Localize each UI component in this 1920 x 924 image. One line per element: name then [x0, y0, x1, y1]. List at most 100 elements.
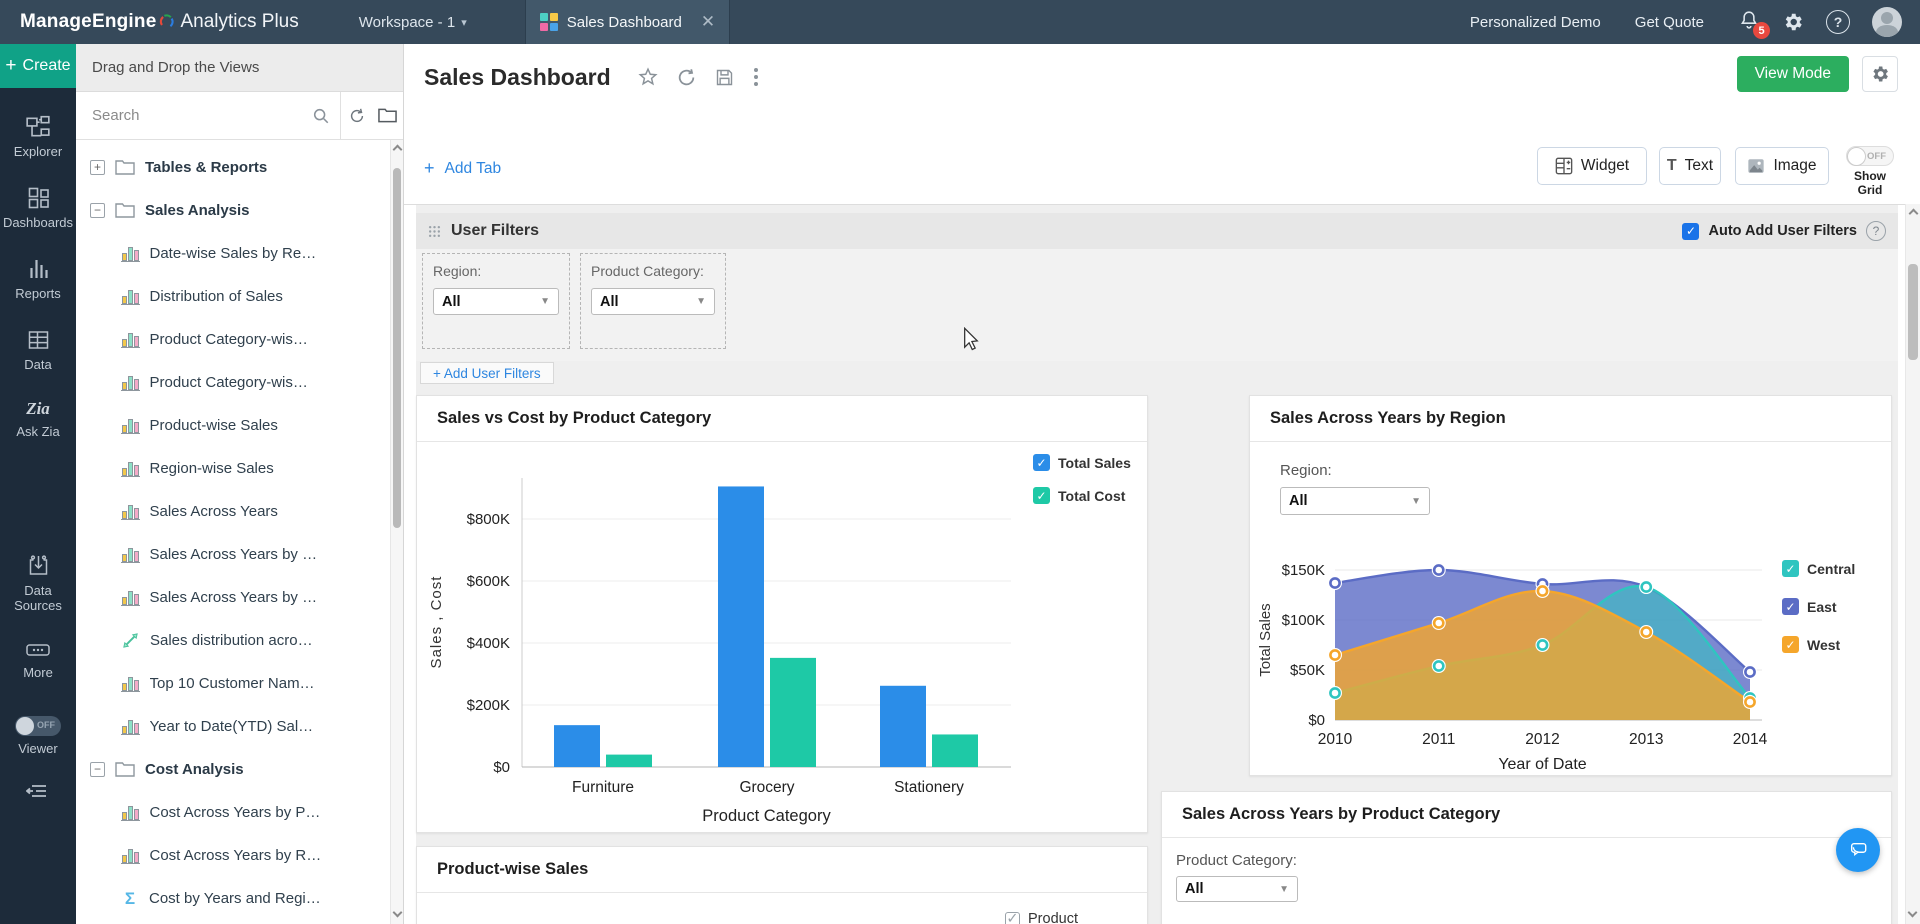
support-chat-button[interactable]: [1836, 828, 1880, 872]
bar-stationery-total-cost[interactable]: [932, 734, 978, 767]
tree-item[interactable]: Product Category-wis…: [76, 318, 403, 361]
sidebar-item-reports[interactable]: Reports: [0, 257, 76, 301]
user-avatar[interactable]: [1872, 7, 1902, 37]
legend-checkbox[interactable]: ✓: [1005, 912, 1020, 924]
tree-item[interactable]: Cost Across Years by P…: [76, 791, 403, 834]
point-east-2011[interactable]: [1434, 565, 1443, 574]
tree-item[interactable]: Sales Across Years by …: [76, 533, 403, 576]
region-filter-select[interactable]: All ▼: [1280, 487, 1430, 515]
settings-button[interactable]: [1782, 11, 1804, 33]
notifications-button[interactable]: 5: [1738, 9, 1760, 35]
more-options-icon[interactable]: [752, 66, 760, 88]
legend-item[interactable]: ✓Total Cost: [1033, 487, 1126, 504]
tree-item[interactable]: Product Category-wis…: [76, 361, 403, 404]
bar-stationery-total-sales[interactable]: [880, 686, 926, 767]
expand-icon[interactable]: +: [90, 160, 105, 175]
tree-item[interactable]: Distribution of Sales: [76, 275, 403, 318]
point-east-2014[interactable]: [1745, 667, 1754, 676]
viewer-toggle[interactable]: OFF: [15, 716, 61, 736]
sidebar-item-more[interactable]: More: [0, 640, 76, 680]
bar-furniture-total-cost[interactable]: [606, 755, 652, 767]
personalized-demo-link[interactable]: Personalized Demo: [1470, 14, 1601, 31]
workspace-selector[interactable]: Workspace - 1 ▾: [359, 14, 467, 31]
tree-item[interactable]: Sales distribution acro…: [76, 619, 403, 662]
product-category-filter-select[interactable]: All ▼: [591, 288, 715, 315]
y-tick-label: $0: [493, 759, 510, 776]
favorite-star-icon[interactable]: [637, 66, 659, 88]
sidebar-item-data-sources[interactable]: Data Sources: [0, 554, 76, 613]
collapse-sidebar-button[interactable]: [26, 782, 50, 805]
sidebar-item-ask-zia[interactable]: ZiaAsk Zia: [0, 399, 76, 439]
tree-folder[interactable]: +Tables & Reports: [76, 146, 403, 189]
tab-sales-dashboard[interactable]: Sales Dashboard ✕: [525, 0, 730, 44]
card-title[interactable]: Sales vs Cost by Product Category: [417, 396, 1147, 442]
text-button[interactable]: T Text: [1659, 147, 1721, 185]
tree-item[interactable]: Sales Across Years: [76, 490, 403, 533]
tree-item[interactable]: Cost Across Years by R…: [76, 834, 403, 877]
refresh-icon[interactable]: [676, 67, 697, 88]
region-filter-select[interactable]: All ▼: [433, 288, 559, 315]
tree-item[interactable]: Top 10 Customer Nam…: [76, 662, 403, 705]
legend-item[interactable]: ✓West: [1782, 636, 1841, 653]
point-central-2010[interactable]: [1330, 688, 1339, 697]
point-central-2011[interactable]: [1434, 661, 1443, 670]
bar-furniture-total-sales[interactable]: [554, 725, 600, 767]
point-central-2013[interactable]: [1642, 582, 1651, 591]
main-scrollbar[interactable]: [1905, 204, 1920, 924]
tree-item[interactable]: Region-wise Sales: [76, 447, 403, 490]
collapse-icon[interactable]: −: [90, 762, 105, 777]
card-title[interactable]: Product-wise Sales: [417, 847, 1147, 893]
tree-item[interactable]: Year to Date(YTD) Sal…: [76, 705, 403, 748]
show-grid-toggle[interactable]: OFF: [1846, 146, 1894, 166]
folder-icon[interactable]: [378, 107, 397, 124]
product-legend-item[interactable]: ✓ Product: [1005, 911, 1078, 924]
bar-grocery-total-cost[interactable]: [770, 658, 816, 767]
y-tick-label: $50K: [1290, 662, 1325, 679]
legend-item[interactable]: ✓Total Sales: [1033, 454, 1131, 471]
tree-scrollbar-thumb[interactable]: [393, 168, 401, 528]
tree-scrollbar[interactable]: [390, 140, 403, 924]
close-icon[interactable]: ✕: [701, 12, 715, 32]
save-icon[interactable]: [714, 67, 735, 88]
add-user-filters-button[interactable]: + Add User Filters: [420, 362, 554, 384]
tree-item[interactable]: Sales Across Years by …: [76, 576, 403, 619]
point-west-2010[interactable]: [1330, 650, 1339, 659]
sidebar-item-data[interactable]: Data: [0, 328, 76, 372]
widget-button[interactable]: Widget: [1537, 147, 1647, 185]
tree-folder[interactable]: −Cost Analysis: [76, 748, 403, 791]
sidebar-item-explorer[interactable]: Explorer: [0, 115, 76, 159]
sidebar-item-dashboards[interactable]: Dashboards: [0, 186, 76, 230]
point-west-2012[interactable]: [1538, 586, 1547, 595]
tree-folder[interactable]: −Sales Analysis: [76, 189, 403, 232]
help-icon[interactable]: ?: [1866, 221, 1886, 241]
auto-add-user-filters-checkbox[interactable]: ✓: [1682, 223, 1699, 240]
dashboard-settings-button[interactable]: [1862, 56, 1898, 92]
card-title[interactable]: Sales Across Years by Product Category: [1162, 792, 1891, 838]
point-west-2014[interactable]: [1745, 697, 1754, 706]
refresh-icon[interactable]: [348, 107, 366, 125]
point-west-2011[interactable]: [1434, 618, 1443, 627]
tree-item[interactable]: Date-wise Sales by Re…: [76, 232, 403, 275]
tree-item[interactable]: ΣCost by Years and Regi…: [76, 877, 403, 920]
search-input[interactable]: [92, 107, 312, 124]
main-scrollbar-thumb[interactable]: [1908, 264, 1918, 360]
tree-item[interactable]: Product-wise Sales: [76, 404, 403, 447]
get-quote-link[interactable]: Get Quote: [1635, 14, 1704, 31]
view-mode-button[interactable]: View Mode: [1737, 56, 1849, 92]
user-filters-header[interactable]: User Filters ✓ Auto Add User Filters ?: [416, 213, 1898, 249]
legend-item[interactable]: ✓Central: [1782, 560, 1855, 577]
create-button[interactable]: + Create: [0, 44, 76, 88]
legend-item[interactable]: ✓East: [1782, 598, 1837, 615]
help-button[interactable]: ?: [1826, 10, 1850, 34]
product-category-filter-select[interactable]: All ▼: [1176, 876, 1298, 902]
x-tick-label: 2014: [1733, 731, 1768, 748]
bar-grocery-total-sales[interactable]: [718, 486, 764, 767]
card-title[interactable]: Sales Across Years by Region: [1250, 396, 1891, 442]
image-button[interactable]: Image: [1735, 147, 1829, 185]
point-central-2012[interactable]: [1538, 640, 1547, 649]
point-west-2013[interactable]: [1642, 627, 1651, 636]
point-east-2010[interactable]: [1330, 578, 1339, 587]
add-tab-button[interactable]: + Add Tab: [424, 158, 501, 179]
collapse-icon[interactable]: −: [90, 203, 105, 218]
viewer-toggle-item[interactable]: OFF Viewer: [0, 716, 76, 756]
